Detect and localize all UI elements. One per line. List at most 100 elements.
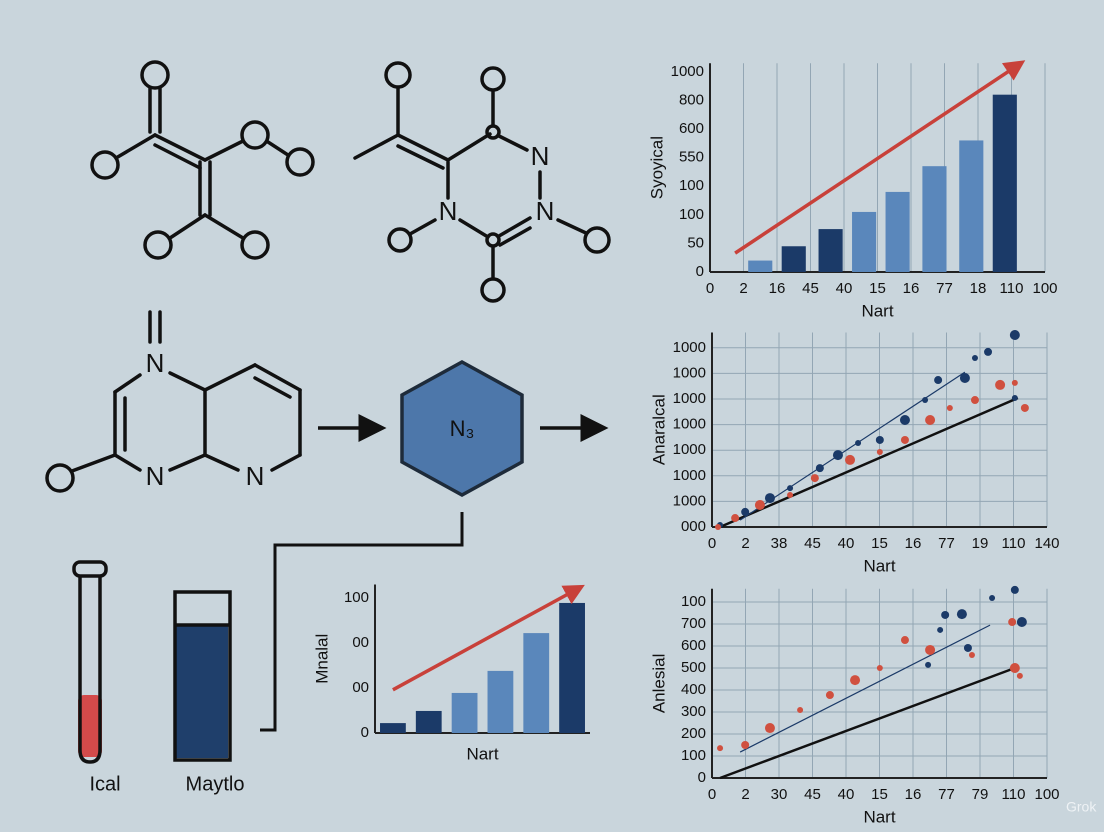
x-tick-label: 40 bbox=[838, 535, 855, 552]
x-tick-label: 2 bbox=[741, 535, 749, 552]
y-tick-label: 0 bbox=[361, 724, 369, 741]
point bbox=[787, 485, 794, 492]
hexagon bbox=[400, 360, 524, 497]
y-tick-label: 1000 bbox=[671, 63, 704, 80]
point bbox=[941, 610, 950, 619]
point bbox=[850, 675, 861, 686]
point bbox=[984, 347, 993, 356]
vial-label: Maytlo bbox=[186, 773, 245, 795]
y-tick-label: 000 bbox=[681, 518, 706, 535]
point bbox=[1009, 663, 1020, 673]
y-tick-label: 00 bbox=[352, 634, 369, 651]
point bbox=[900, 636, 909, 645]
x-tick-label: 45 bbox=[804, 535, 821, 552]
atom-label: N bbox=[146, 461, 165, 491]
x-tick-label: 40 bbox=[836, 280, 853, 297]
x-tick-label: 16 bbox=[769, 280, 786, 297]
point bbox=[1011, 394, 1018, 401]
y-tick-label: 100 bbox=[344, 589, 369, 606]
bar bbox=[415, 710, 442, 733]
y-axis-label: Mnalal bbox=[312, 634, 331, 684]
bar bbox=[781, 246, 806, 272]
point bbox=[946, 404, 953, 411]
x-tick-label: 2 bbox=[739, 280, 747, 297]
x-axis-label: Nart bbox=[863, 556, 895, 575]
fit-line bbox=[719, 396, 1019, 529]
point bbox=[825, 691, 834, 700]
x-tick-label: 100 bbox=[1034, 786, 1059, 803]
x-tick-label: 77 bbox=[938, 535, 955, 552]
point bbox=[764, 723, 775, 734]
x-tick-label: 16 bbox=[905, 786, 922, 803]
y-axis-label: Syoyical bbox=[647, 136, 666, 199]
point bbox=[741, 507, 750, 516]
point bbox=[741, 741, 750, 749]
y-tick-label: 600 bbox=[681, 637, 706, 654]
point bbox=[925, 644, 936, 655]
y-tick-label: 1000 bbox=[673, 441, 706, 458]
x-tick-label: 15 bbox=[869, 280, 886, 297]
y-tick-label: 200 bbox=[681, 725, 706, 742]
x-tick-label: 79 bbox=[972, 786, 989, 803]
point bbox=[715, 524, 722, 530]
point bbox=[810, 474, 819, 483]
y-tick-label: 600 bbox=[679, 120, 704, 137]
y-tick-label: 500 bbox=[681, 659, 706, 676]
x-tick-label: 18 bbox=[970, 280, 987, 297]
point bbox=[855, 440, 862, 447]
trend-line bbox=[392, 584, 585, 692]
y-tick-label: 300 bbox=[681, 703, 706, 720]
bar bbox=[992, 94, 1017, 273]
x-tick-label: 110 bbox=[1002, 786, 1026, 803]
atom-label: N bbox=[531, 141, 550, 171]
point bbox=[1011, 379, 1018, 386]
y-tick-label: 100 bbox=[681, 747, 706, 764]
point bbox=[815, 464, 824, 473]
fit-line bbox=[739, 371, 966, 521]
vial bbox=[72, 560, 108, 764]
x-tick-label: 100 bbox=[1032, 280, 1057, 297]
trend-line bbox=[734, 60, 1026, 255]
y-tick-label: 1000 bbox=[673, 416, 706, 433]
y-tick-label: 1000 bbox=[673, 339, 706, 356]
y-tick-label: 100 bbox=[681, 593, 706, 610]
x-axis-label: Nart bbox=[863, 807, 895, 826]
x-tick-label: 77 bbox=[936, 280, 953, 297]
y-tick-label: 00 bbox=[352, 679, 369, 696]
x-tick-label: 15 bbox=[871, 786, 888, 803]
point bbox=[963, 643, 972, 652]
y-tick-label: 0 bbox=[698, 769, 706, 786]
point bbox=[1009, 330, 1020, 340]
y-tick-label: 100 bbox=[679, 177, 704, 194]
x-tick-label: 15 bbox=[871, 535, 888, 552]
y-tick-label: 800 bbox=[679, 91, 704, 108]
point bbox=[899, 414, 910, 425]
y-tick-label: 1000 bbox=[673, 390, 706, 407]
atom-label: N bbox=[246, 461, 265, 491]
x-tick-label: 0 bbox=[708, 535, 716, 552]
y-tick-label: 1000 bbox=[673, 467, 706, 484]
point bbox=[925, 661, 932, 668]
atom-label: N bbox=[146, 348, 165, 378]
point bbox=[925, 414, 936, 425]
vial-label: Ical bbox=[89, 773, 120, 795]
atom-label: N bbox=[536, 196, 555, 226]
point bbox=[787, 492, 794, 498]
y-tick-label: 700 bbox=[681, 615, 706, 632]
point bbox=[970, 396, 979, 405]
x-tick-label: 77 bbox=[938, 786, 955, 803]
point bbox=[956, 609, 967, 620]
y-tick-label: 0 bbox=[696, 263, 704, 280]
point bbox=[900, 435, 909, 444]
point bbox=[717, 745, 724, 752]
bar bbox=[748, 260, 773, 272]
point bbox=[876, 448, 883, 455]
y-axis-label: Anaralcal bbox=[649, 394, 668, 465]
vial bbox=[173, 590, 232, 762]
watermark: Grok bbox=[1066, 799, 1097, 815]
bar bbox=[852, 211, 877, 272]
x-tick-label: 0 bbox=[706, 280, 714, 297]
x-tick-label: 40 bbox=[838, 786, 855, 803]
point bbox=[968, 652, 975, 659]
